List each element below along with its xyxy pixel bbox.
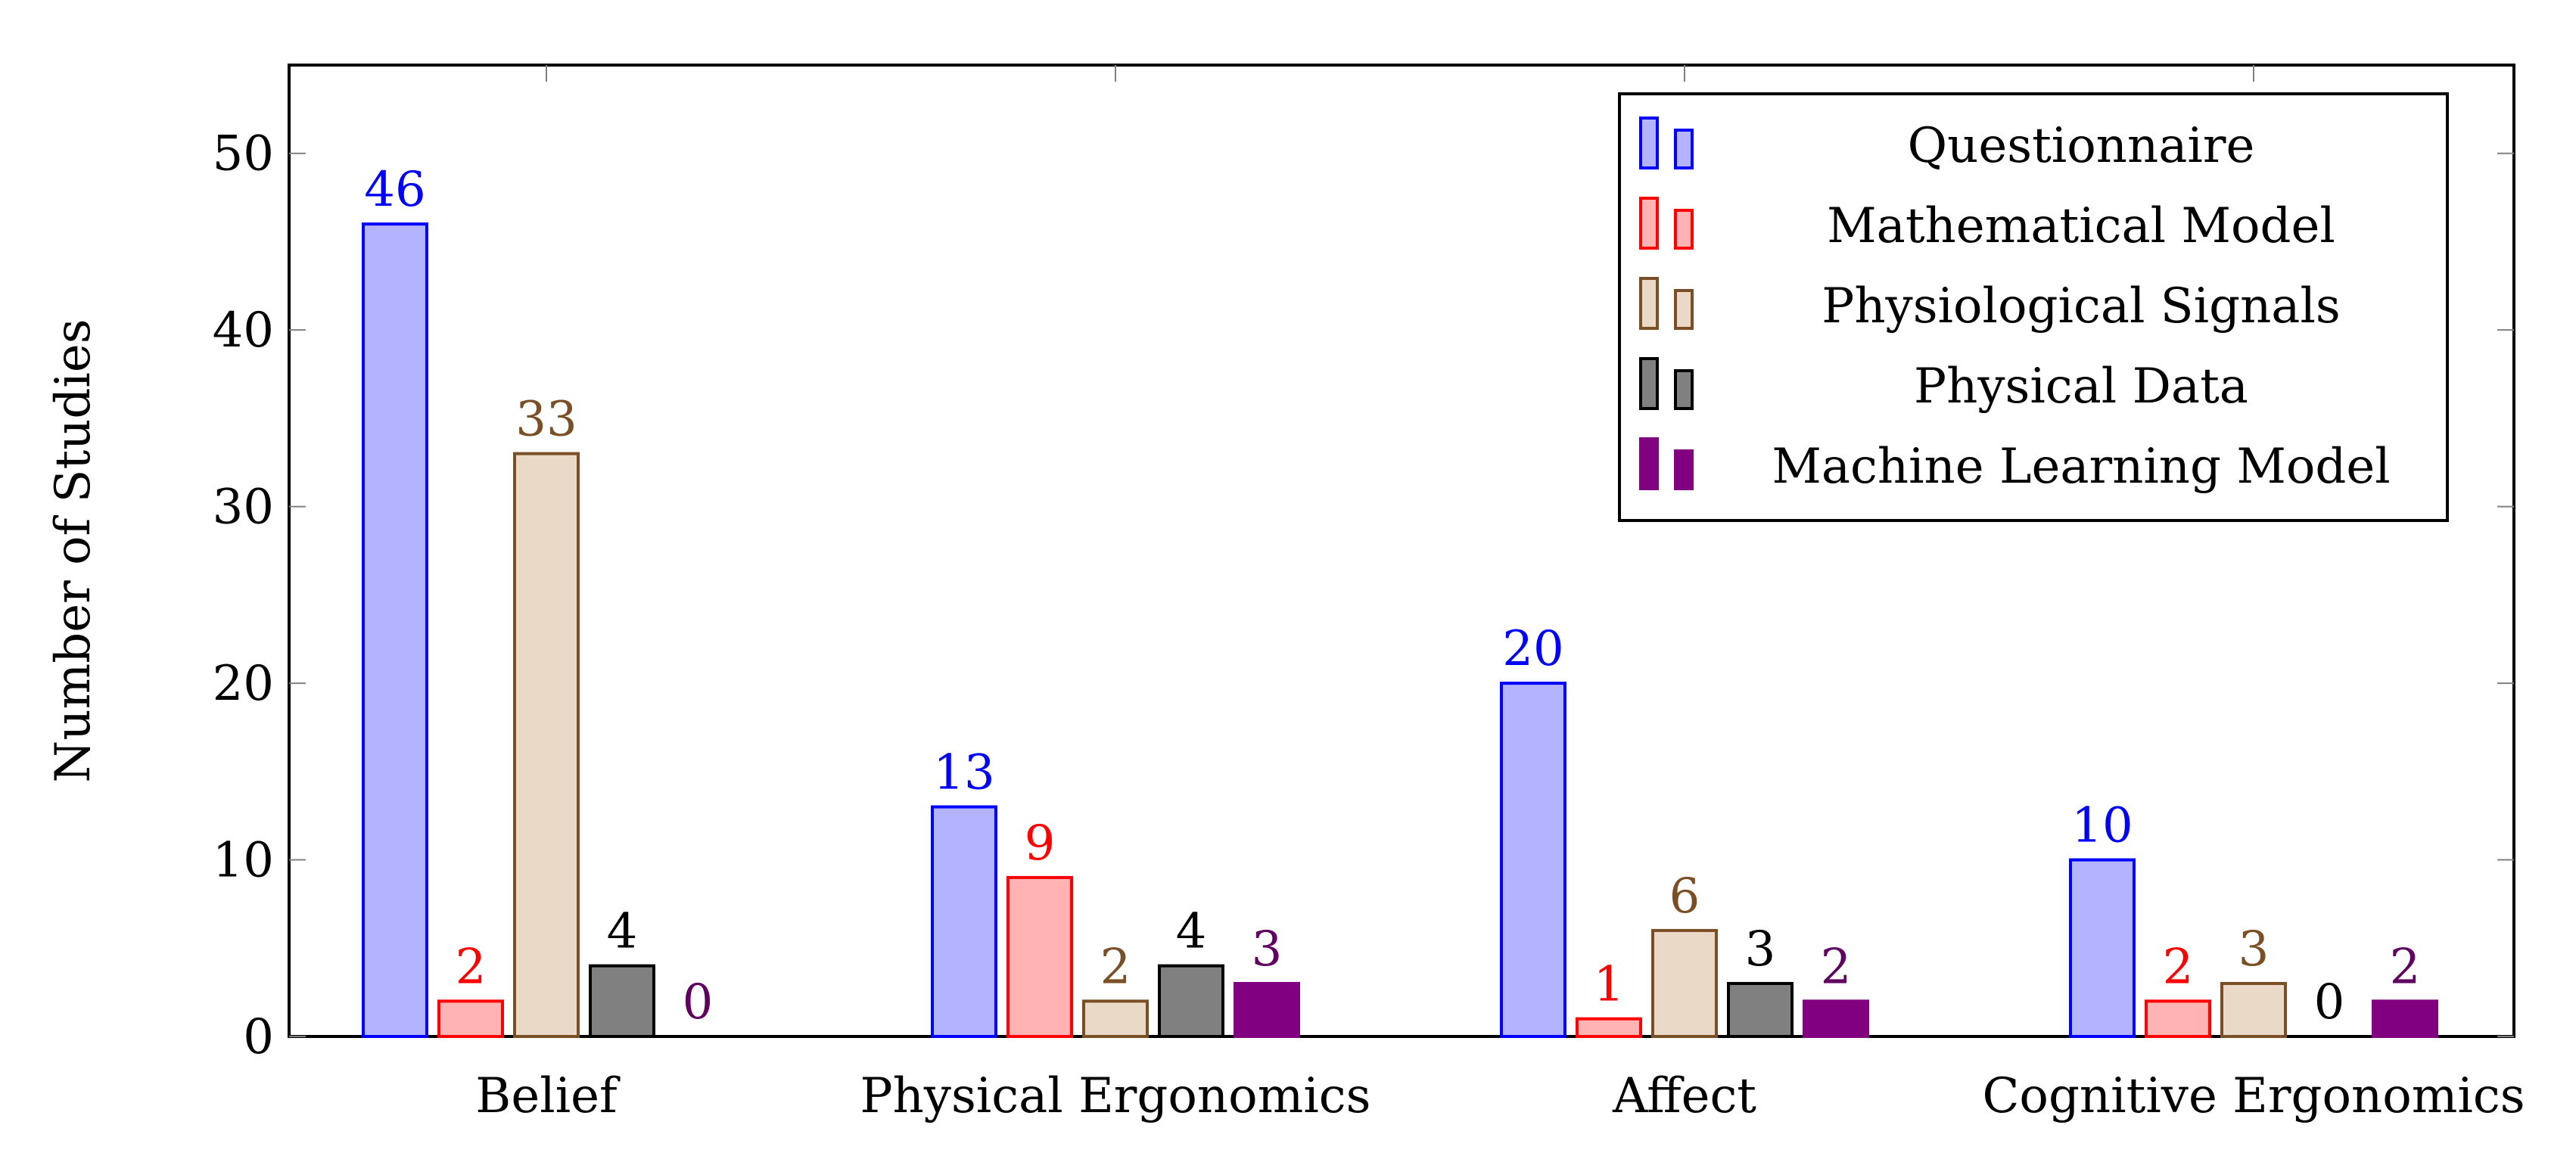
y-axis-title: Number of Studies <box>45 319 101 782</box>
data-label-3-3: 0 <box>2314 974 2345 1030</box>
legend-swatch-a <box>1639 357 1659 410</box>
data-label-0-1: 2 <box>456 939 487 995</box>
data-label-0-0: 46 <box>364 162 425 218</box>
bar-2-0 <box>1500 682 1566 1038</box>
legend-entry-label: Questionnaire <box>1908 118 2255 174</box>
data-label-1-2: 2 <box>1100 939 1131 995</box>
bars <box>362 222 2438 1038</box>
data-label-0-4: 0 <box>683 974 714 1030</box>
data-label-0-2: 33 <box>515 392 577 448</box>
legend-box <box>1618 92 2449 522</box>
bar-0-1 <box>437 999 504 1038</box>
bar-3-4 <box>2372 999 2438 1038</box>
data-label-1-3: 4 <box>1176 904 1207 960</box>
bar-2-1 <box>1576 1017 1642 1038</box>
legend-entry-label: Physical Data <box>1914 359 2248 415</box>
data-label-2-1: 1 <box>1594 957 1625 1013</box>
legend-swatch-b <box>1674 289 1694 330</box>
legend-swatch-a <box>1639 277 1659 330</box>
y-tick-label: 0 <box>243 1009 274 1065</box>
bar-2-4 <box>1803 999 1869 1038</box>
data-label-3-0: 10 <box>2071 798 2133 854</box>
legend-swatch-b <box>1674 449 1694 490</box>
x-tick-label: Cognitive Ergonomics <box>1982 1068 2525 1124</box>
data-label-1-4: 3 <box>1252 921 1283 977</box>
y-tick-label: 30 <box>213 480 274 536</box>
legend-swatch-a <box>1639 117 1659 169</box>
data-label-3-1: 2 <box>2163 939 2194 995</box>
bar-1-4 <box>1234 981 1300 1038</box>
legend-swatch-b <box>1674 209 1694 250</box>
y-tick-label: 20 <box>213 656 274 712</box>
bar-0-3 <box>589 964 655 1038</box>
legend-swatch-b <box>1674 129 1694 169</box>
bar-2-2 <box>1651 928 1718 1038</box>
x-tick-label: Physical Ergonomics <box>860 1068 1371 1124</box>
bar-3-2 <box>2220 981 2287 1038</box>
data-label-3-2: 3 <box>2238 921 2270 977</box>
legend: Questionnaire Mathematical Model Physiolog… <box>1618 92 2449 522</box>
bar-3-1 <box>2145 999 2211 1038</box>
bar-2-3 <box>1727 981 1794 1038</box>
bar-3-0 <box>2069 858 2136 1038</box>
legend-entry-label: Physiological Signals <box>1822 278 2341 334</box>
bar-1-2 <box>1082 999 1149 1038</box>
legend-entry-label: Machine Learning Model <box>1772 439 2390 495</box>
y-tick-label: 40 <box>213 303 274 359</box>
data-label-0-3: 4 <box>607 904 638 960</box>
data-label-1-1: 9 <box>1025 816 1056 872</box>
data-label-3-4: 2 <box>2390 939 2421 995</box>
legend-swatch-b <box>1674 369 1694 410</box>
data-label-2-3: 3 <box>1745 921 1776 977</box>
bar-1-0 <box>931 805 997 1038</box>
data-label-2-4: 2 <box>1821 939 1852 995</box>
legend-swatch-a <box>1639 437 1659 490</box>
bar-0-0 <box>362 222 428 1038</box>
data-label-2-0: 20 <box>1502 621 1563 677</box>
x-axis: Belief Physical Ergonomics Affect Cognitive… <box>475 65 2525 1124</box>
legend-entry-label: Mathematical Model <box>1827 198 2335 254</box>
legend-swatch-a <box>1639 197 1659 250</box>
bar-1-3 <box>1158 964 1224 1038</box>
y-tick-label: 50 <box>213 126 274 182</box>
data-label-1-0: 13 <box>933 745 994 801</box>
plot-frame <box>288 64 2515 1038</box>
x-tick-label: Belief <box>475 1068 621 1124</box>
x-tick-label: Affect <box>1612 1068 1756 1124</box>
bar-0-2 <box>513 452 580 1038</box>
bar-1-1 <box>1006 875 1073 1038</box>
plot-area-border <box>288 64 2515 1038</box>
y-tick-label: 10 <box>213 833 274 889</box>
data-label-2-2: 6 <box>1669 869 1700 924</box>
